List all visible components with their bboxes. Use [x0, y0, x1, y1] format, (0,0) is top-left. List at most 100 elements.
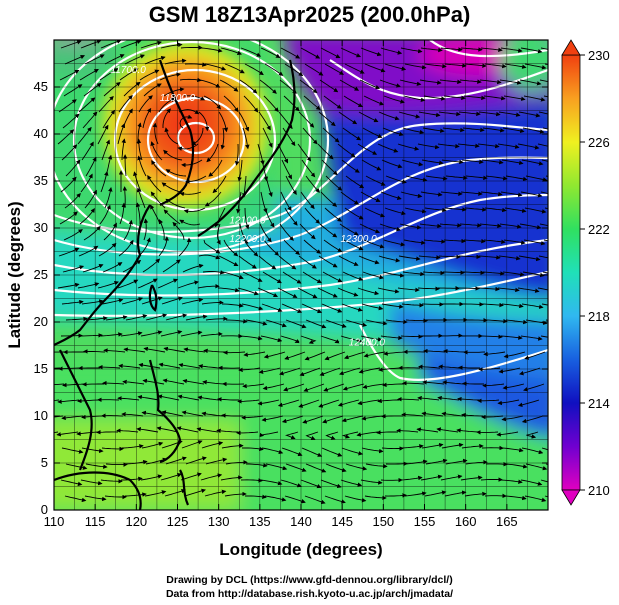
streamline	[400, 334, 423, 339]
streamline	[341, 415, 364, 423]
streamline	[480, 334, 503, 340]
streamline	[180, 472, 202, 481]
colorbar-bar	[561, 54, 581, 491]
height-contour	[176, 121, 216, 155]
streamline	[305, 463, 327, 473]
streamline	[61, 415, 84, 421]
streamline	[105, 462, 128, 467]
streamline	[62, 113, 80, 129]
streamline	[181, 410, 204, 417]
streamline	[481, 159, 504, 165]
streamline	[457, 396, 480, 402]
streamline	[361, 159, 382, 171]
streamline	[137, 155, 147, 177]
streamline	[196, 427, 219, 433]
streamline	[540, 479, 548, 483]
streamline	[399, 223, 422, 230]
x-tick-label: 160	[455, 514, 477, 529]
height-contours	[54, 40, 548, 381]
streamline	[483, 239, 506, 244]
streamline	[442, 127, 465, 133]
streamline	[319, 223, 338, 238]
streamline	[464, 63, 487, 68]
streamline	[158, 236, 170, 257]
x-tick-label: 145	[331, 514, 353, 529]
streamline	[177, 143, 199, 151]
streamline	[265, 463, 288, 471]
coast-philippines	[148, 359, 182, 464]
streamline	[538, 255, 548, 259]
streamline	[63, 229, 83, 241]
streamline	[301, 447, 323, 457]
streamline	[341, 447, 363, 456]
streamline	[99, 204, 111, 225]
streamline	[65, 316, 88, 322]
streamline	[385, 175, 407, 184]
streamline	[339, 223, 359, 236]
streamline	[459, 79, 482, 84]
streamline	[479, 223, 502, 228]
streamline	[54, 367, 61, 369]
streamline	[78, 97, 96, 113]
streamline	[443, 238, 466, 244]
streamline	[100, 40, 122, 49]
streamline	[478, 255, 501, 260]
streamline	[280, 479, 302, 488]
streamline	[212, 175, 227, 194]
streamline	[84, 189, 97, 209]
streamline	[302, 271, 322, 284]
streamline	[445, 175, 468, 180]
streamline	[416, 427, 439, 433]
colorbar-tick-label: 210	[588, 483, 610, 498]
streamline	[96, 430, 119, 435]
streamline	[439, 223, 462, 228]
streamline	[243, 239, 259, 257]
streamline	[238, 255, 257, 269]
streamline	[237, 399, 260, 404]
streamline	[157, 394, 180, 401]
streamline	[384, 493, 407, 498]
streamline	[140, 40, 162, 49]
streamline	[282, 271, 302, 284]
streamline	[325, 175, 343, 191]
streamline	[239, 223, 249, 245]
streamline	[421, 442, 444, 449]
streamline	[82, 111, 98, 129]
streamline	[417, 395, 440, 401]
streamline	[185, 175, 207, 184]
streamline	[358, 111, 379, 123]
streamline	[419, 223, 442, 229]
streamline	[524, 495, 547, 503]
streamline	[100, 479, 123, 484]
contour-labels: 11700.0 11800.0 12100.0 12200.0 12300.0 12400…	[110, 65, 385, 349]
streamline	[85, 316, 108, 321]
streamline	[357, 143, 378, 155]
streamline	[57, 399, 80, 404]
streamline	[323, 95, 342, 109]
streamline	[436, 427, 459, 433]
streamline	[521, 415, 544, 424]
streamline	[344, 495, 367, 503]
streamline	[241, 303, 264, 311]
streamline	[325, 431, 339, 440]
streamline	[162, 108, 172, 128]
contour-label: 12300.0	[341, 234, 378, 245]
streamline	[101, 139, 110, 161]
streamline	[345, 175, 365, 189]
streamline	[62, 382, 85, 388]
streamline	[277, 399, 300, 408]
streamline	[322, 127, 340, 143]
streamline	[521, 159, 544, 166]
streamline	[180, 45, 203, 50]
streamline	[184, 62, 207, 67]
streamline	[424, 490, 447, 497]
streamline	[65, 159, 81, 177]
x-tick-label: 150	[372, 514, 394, 529]
streamline	[284, 351, 306, 360]
streamline	[283, 239, 300, 255]
streamline	[384, 63, 407, 71]
streamline	[164, 58, 187, 65]
streamline	[284, 207, 298, 226]
streamline	[442, 380, 465, 385]
streamline	[76, 431, 99, 436]
